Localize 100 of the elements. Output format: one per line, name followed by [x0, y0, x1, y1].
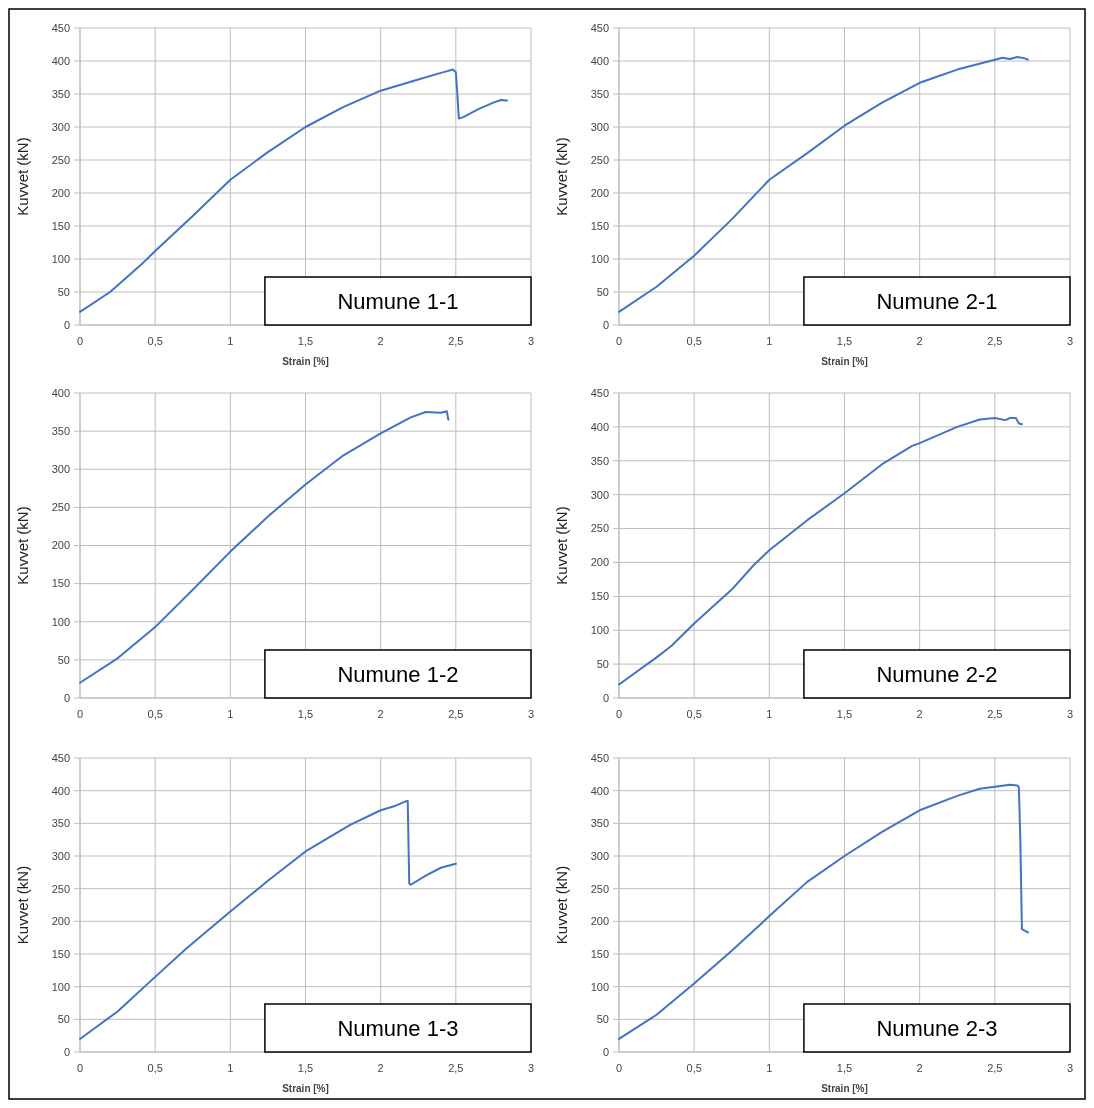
x-tick-label: 0,5 — [686, 1062, 702, 1074]
y-tick-label: 350 — [51, 817, 70, 830]
x-tick-label: 2,5 — [448, 708, 464, 720]
x-tick-label: 2,5 — [987, 335, 1003, 347]
y-tick-label: 100 — [51, 980, 70, 993]
y-tick-label: 0 — [602, 691, 609, 704]
y-tick-label: 300 — [51, 849, 70, 862]
x-tick-label: 0,5 — [147, 335, 163, 347]
x-tick-label: 0 — [615, 335, 623, 347]
annotation: Numune 1-1 — [337, 288, 459, 314]
x-tick-label: 2 — [916, 708, 923, 720]
x-tick-label: 1,5 — [297, 335, 314, 347]
y-tick-label: 150 — [51, 947, 70, 960]
x-tick-label: 1,5 — [836, 708, 853, 720]
y-tick-label: 250 — [51, 501, 70, 514]
x-tick-label: 2,5 — [448, 335, 464, 347]
annotation: Numune 2-2 — [876, 661, 998, 687]
x-tick-label: 0 — [615, 1062, 623, 1074]
y-tick-label: 0 — [602, 1045, 609, 1058]
y-tick-label: 100 — [51, 615, 70, 628]
annotation: Numune 2-1 — [876, 288, 998, 314]
y-tick-label: 150 — [590, 219, 609, 232]
y-tick-label: 300 — [51, 120, 70, 133]
y-tick-label: 350 — [590, 817, 609, 830]
y-tick-label: 200 — [51, 915, 70, 928]
y-tick-label: 450 — [51, 21, 70, 34]
line-series — [79, 800, 457, 1040]
x-tick-label: 0 — [76, 335, 84, 347]
y-tick-label: 350 — [51, 424, 70, 437]
annotation: Numune 2-3 — [876, 1015, 998, 1041]
y-tick-label: 50 — [596, 1013, 609, 1026]
x-tick-label: 3 — [527, 1062, 535, 1074]
x-tick-label: 1,5 — [297, 708, 314, 720]
x-tick-label: 2,5 — [448, 1062, 464, 1074]
y-tick-label: 450 — [590, 751, 609, 764]
y-tick-label: 400 — [590, 54, 609, 67]
y-tick-label: 100 — [51, 252, 70, 265]
x-tick-label: 0 — [76, 708, 84, 720]
y-tick-label: 0 — [63, 1045, 70, 1058]
y-tick-label: 450 — [590, 386, 609, 399]
y-tick-label: 50 — [57, 1013, 70, 1026]
y-tick-label: 400 — [51, 386, 70, 399]
y-axis-title: Kuvvet (kN) — [14, 506, 31, 585]
x-tick-label: 0,5 — [686, 708, 702, 720]
y-tick-label: 150 — [590, 590, 609, 603]
y-tick-label: 300 — [590, 849, 609, 862]
x-axis-title: Strain [%] — [282, 1083, 329, 1094]
y-tick-label: 250 — [590, 882, 609, 895]
y-tick-label: 250 — [51, 153, 70, 166]
y-tick-label: 0 — [63, 318, 70, 331]
x-tick-label: 2,5 — [987, 708, 1003, 720]
annotation: Numune 1-2 — [337, 661, 459, 687]
x-tick-label: 3 — [527, 708, 535, 720]
y-tick-label: 300 — [590, 488, 609, 501]
y-axis-title: Kuvvet (kN) — [14, 865, 31, 945]
y-tick-label: 350 — [590, 87, 609, 100]
y-tick-label: 0 — [602, 318, 609, 331]
y-tick-label: 450 — [590, 21, 609, 34]
y-tick-label: 150 — [590, 947, 609, 960]
x-tick-label: 2 — [916, 1062, 923, 1074]
x-tick-label: 2 — [377, 335, 384, 347]
x-tick-label: 2 — [377, 708, 384, 720]
y-tick-label: 150 — [51, 219, 70, 232]
x-tick-label: 3 — [1066, 335, 1074, 347]
y-tick-label: 100 — [590, 980, 609, 993]
x-tick-label: 3 — [527, 335, 535, 347]
line-series — [618, 783, 1029, 1040]
x-tick-label: 2 — [916, 335, 923, 347]
x-tick-label: 1,5 — [297, 1062, 314, 1074]
x-tick-label: 1 — [766, 1062, 773, 1074]
y-tick-label: 250 — [590, 153, 609, 166]
y-tick-label: 250 — [590, 522, 609, 535]
x-tick-label: 1,5 — [836, 335, 853, 347]
y-tick-label: 0 — [63, 691, 70, 704]
x-tick-label: 2 — [377, 1062, 384, 1074]
y-axis-title: Kuvvet (kN) — [553, 137, 570, 216]
x-tick-label: 2,5 — [987, 1062, 1003, 1074]
x-axis-title: Strain [%] — [821, 1083, 868, 1094]
y-axis-title: Kuvvet (kN) — [553, 865, 570, 945]
y-tick-label: 250 — [51, 882, 70, 895]
y-tick-label: 400 — [590, 784, 609, 797]
y-tick-label: 350 — [590, 454, 609, 467]
line-series — [79, 68, 508, 313]
x-tick-label: 1,5 — [836, 1062, 853, 1074]
x-tick-label: 1 — [227, 1062, 234, 1074]
y-tick-label: 50 — [57, 285, 70, 298]
y-axis-title: Kuvvet (kN) — [14, 137, 31, 216]
line-series — [618, 417, 1023, 686]
x-tick-label: 1 — [227, 335, 234, 347]
y-tick-label: 450 — [51, 751, 70, 764]
y-tick-label: 200 — [590, 186, 609, 199]
x-tick-label: 1 — [766, 708, 773, 720]
x-tick-label: 1 — [766, 335, 773, 347]
annotation: Numune 1-3 — [337, 1015, 459, 1041]
y-tick-label: 400 — [590, 420, 609, 433]
y-tick-label: 400 — [51, 54, 70, 67]
y-tick-label: 50 — [596, 285, 609, 298]
y-tick-label: 150 — [51, 577, 70, 590]
x-tick-label: 0 — [76, 1062, 84, 1074]
y-tick-label: 200 — [590, 915, 609, 928]
